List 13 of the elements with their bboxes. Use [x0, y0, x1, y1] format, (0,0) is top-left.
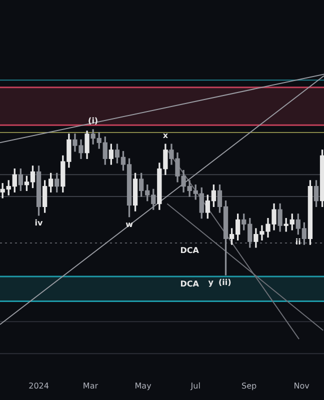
- annotation: ii: [295, 237, 302, 246]
- x-tick-label: May: [134, 381, 152, 390]
- annotation: DCA: [180, 280, 200, 289]
- x-tick-label: 2024: [28, 381, 49, 390]
- x-tick-label: Nov: [294, 381, 310, 390]
- annotation: DCA: [180, 246, 200, 256]
- annotation: x: [162, 131, 169, 140]
- x-tick-label: Jul: [190, 381, 200, 390]
- x-tick-label: Mar: [82, 381, 99, 390]
- annotation: y: [208, 278, 214, 288]
- annotation: iv: [34, 218, 44, 228]
- x-tick-label: Sep: [241, 381, 257, 390]
- annotation: (ii): [218, 278, 232, 288]
